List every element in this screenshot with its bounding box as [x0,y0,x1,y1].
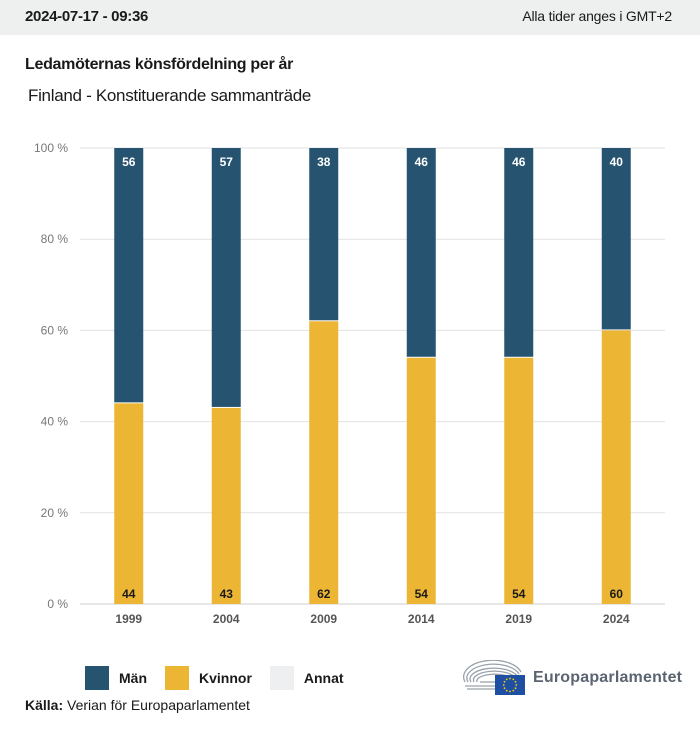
data-label-women: 44 [122,587,136,601]
legend-label-men: Män [119,670,147,686]
timestamp: 2024-07-17 - 09:36 [25,8,149,25]
y-tick-label: 40 % [41,415,69,429]
logo-text: Europaparlamentet [533,669,683,686]
stacked-bar-chart: 0 %20 %40 %60 %80 %100 % 564457433862465… [34,141,665,626]
legend-label-women: Kvinnor [199,670,252,686]
chart-subtitle: Finland - Konstituerande sammanträde [28,86,312,105]
data-label-men: 46 [415,155,429,169]
x-tick-label: 2024 [603,612,630,626]
x-tick-label: 2004 [213,612,240,626]
bar-women [114,403,144,604]
bar-women [601,330,631,604]
x-tick-label: 2019 [505,612,532,626]
bar-women [309,321,339,604]
x-tick-label: 2009 [310,612,337,626]
x-tick-label: 1999 [115,612,142,626]
y-tick-label: 80 % [41,232,69,246]
bar-men [114,148,144,403]
bar-women [211,407,241,604]
timezone-note: Alla tider anges i GMT+2 [522,8,672,24]
bar-men [601,148,631,330]
legend-swatch-other [269,666,294,690]
legend-item-women[interactable]: Kvinnor [165,666,252,690]
hemicycle-eu-flag-icon [463,660,525,695]
y-tick-label: 60 % [41,323,69,337]
y-tick-label: 20 % [41,506,69,520]
source-text: Verian för Europaparlamentet [67,697,250,713]
x-axis-ticks: 1999 2004 2009 2014 2019 2024 [115,612,630,626]
data-label-men: 46 [512,155,526,169]
data-label-women: 62 [317,587,331,601]
bar-women [504,357,534,604]
grid-lines [80,147,665,605]
data-label-women: 54 [512,587,526,601]
data-label-men: 57 [220,155,234,169]
source-note: Källa: Verian för Europaparlamentet [25,697,250,713]
top-bar: 2024-07-17 - 09:36 Alla tider anges i GM… [0,0,700,35]
y-axis-ticks: 0 % 20 % 40 % 60 % 80 % 100 % [34,141,68,611]
bar-women [406,357,436,604]
legend: Män Kvinnor Annat [85,666,362,690]
europarl-logo: Europaparlamentet [461,660,682,696]
data-label-women: 43 [220,587,234,601]
legend-swatch-men [85,666,109,690]
data-labels: 56 44 57 43 38 62 46 54 46 54 40 60 [122,155,623,601]
legend-label-other: Annat [303,670,344,686]
legend-swatch-women [165,666,189,690]
chart-title: Ledamöternas könsfördelning per år [25,56,294,73]
data-label-women: 60 [610,587,624,601]
data-label-men: 56 [122,155,136,169]
y-tick-label: 0 % [47,597,68,611]
legend-item-other[interactable]: Annat [269,666,344,690]
x-tick-label: 2014 [408,612,435,626]
bar-men [504,148,534,357]
source-label: Källa: [25,697,64,713]
bar-men [309,148,339,321]
bar-men [211,148,241,407]
data-label-men: 40 [610,155,624,169]
y-tick-label: 100 % [34,141,68,155]
legend-item-men[interactable]: Män [85,666,147,690]
data-label-women: 54 [415,587,429,601]
bars [114,148,631,604]
bar-men [406,148,436,357]
data-label-men: 38 [317,155,331,169]
